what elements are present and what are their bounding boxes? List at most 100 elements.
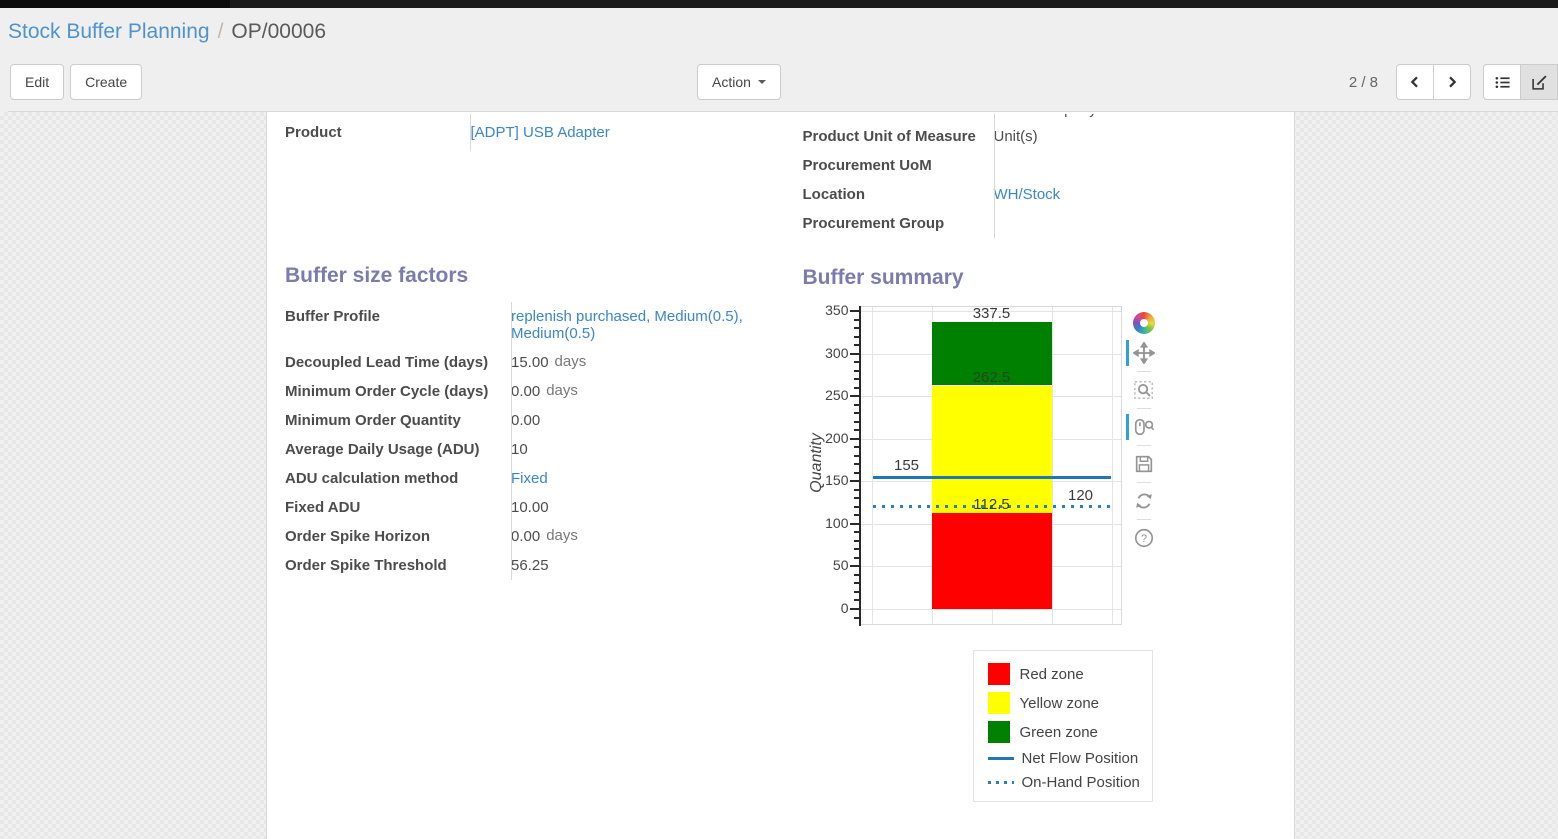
y-axis-tick [853, 471, 859, 474]
reset-icon [1133, 490, 1155, 512]
y-axis-tick [853, 386, 859, 389]
active-tool-indicator [1125, 340, 1129, 366]
field-value-text: 15.00 [511, 354, 549, 371]
left-field-group: Product [ADPT] USB Adapter [285, 114, 781, 238]
y-axis-tick [853, 318, 859, 321]
field-value-link[interactable]: replenish purchased, Medium(0.5), Medium… [511, 308, 743, 342]
legend-label: Red zone [1019, 665, 1084, 683]
legend-item: Green zone [987, 721, 1142, 743]
y-axis-tick [849, 522, 859, 525]
field-value-text: 56.25 [511, 557, 549, 574]
field-value: WH/Stock [994, 180, 1277, 209]
bokeh-logo [1132, 312, 1155, 334]
field-label: Location [802, 186, 866, 203]
y-axis-tick [853, 327, 859, 330]
buffer-summary-column: Buffer summary 0 50 100 150 200 250 300 350 Quan… [781, 238, 1277, 802]
buffer-factors-column: Buffer size factors Buffer Profile replen… [285, 238, 781, 802]
zone-green [931, 321, 1052, 386]
y-axis-title: Quantity [807, 433, 825, 493]
y-axis-tick [853, 497, 859, 500]
top-navbar-segment [0, 0, 230, 8]
button-bar: Edit Create Action 2 / 8 [8, 54, 1558, 112]
legend-item: Yellow zone [987, 692, 1142, 714]
box-zoom-tool-button[interactable] [1128, 377, 1160, 403]
field-label: Average Daily Usage (ADU) [285, 441, 480, 458]
list-view-button[interactable] [1483, 64, 1521, 100]
field-label: Order Spike Threshold [285, 557, 447, 574]
on-hand-position-line [872, 505, 1111, 509]
breadcrumb-parent-link[interactable]: Stock Buffer Planning [8, 20, 210, 43]
chevron-down-icon [757, 80, 766, 84]
box-zoom-icon [1133, 379, 1155, 401]
bottom-grid: Buffer size factors Buffer Profile replen… [285, 238, 1276, 802]
y-axis-tick [853, 514, 859, 517]
field-row: Location WH/Stock [803, 180, 1277, 209]
edit-button[interactable]: Edit [10, 64, 65, 100]
save-tool-button[interactable] [1128, 451, 1160, 477]
form-sheet: Product [ADPT] USB Adapter Company Produ… [266, 112, 1295, 839]
field-row: Order Spike Horizon 0.00 days [285, 522, 781, 551]
y-tick-label: 0 [840, 600, 849, 616]
field-row: Decoupled Lead Time (days) 15.00 days [285, 348, 781, 377]
field-value-link[interactable]: WH/Stock [993, 186, 1061, 203]
field-value: Fixed [511, 464, 781, 493]
net-flow-position-line [872, 475, 1111, 479]
create-button[interactable]: Create [70, 64, 143, 100]
plot-frame [858, 624, 1122, 625]
legend-swatch-yellow [987, 692, 1010, 714]
pager-next-button[interactable] [1433, 64, 1471, 100]
reset-tool-button[interactable] [1128, 488, 1160, 514]
field-row-product: Product [ADPT] USB Adapter [285, 114, 781, 151]
help-tool-button[interactable]: ? [1128, 525, 1160, 551]
field-label: ADU calculation method [285, 470, 459, 487]
field-label: Minimum Order Quantity [285, 412, 461, 429]
field-label: Procurement Group [802, 215, 945, 232]
bokeh-logo-icon[interactable] [1128, 310, 1160, 336]
field-value: 0.00 days [511, 522, 781, 551]
y-tick-label: 50 [832, 557, 849, 574]
form-view-button[interactable] [1520, 64, 1558, 100]
wheel-zoom-icon [1133, 416, 1155, 438]
breadcrumb-current: OP/00006 [231, 20, 326, 43]
field-unit: days [546, 527, 578, 544]
y-axis-tick [853, 420, 859, 423]
pager-previous-button[interactable] [1396, 64, 1434, 100]
field-value-text: Unit(s) [993, 128, 1038, 145]
y-axis-tick [853, 531, 859, 534]
action-dropdown-button[interactable]: Action [697, 64, 781, 100]
pan-tool-button[interactable] [1125, 340, 1160, 366]
y-tick-label: 300 [825, 344, 849, 361]
pager: 2 / 8 [1349, 64, 1558, 100]
field-row: Procurement Group [803, 209, 1277, 238]
y-axis-tick [853, 463, 859, 466]
y-axis-tick [853, 548, 859, 551]
chart-legend: Red zone Yellow zone Green zone Net Flow Po… [972, 650, 1153, 802]
chevron-left-icon [1410, 76, 1418, 88]
y-axis-tick [853, 403, 859, 406]
field-row: Product Unit of Measure Unit(s) [803, 122, 1277, 151]
y-tick-label: 350 [825, 302, 849, 318]
zone-boundary-label: 262.5 [972, 368, 1011, 386]
y-axis-tick [853, 429, 859, 432]
y-axis-tick [849, 310, 859, 312]
field-value: Unit(s) [994, 122, 1277, 151]
legend-line-swatch [987, 757, 1014, 760]
y-axis-tick [849, 437, 859, 440]
product-value-link[interactable]: [ADPT] USB Adapter [470, 124, 610, 141]
field-value: replenish purchased, Medium(0.5), Medium… [511, 302, 781, 348]
chart-toolbar: ? [1125, 308, 1160, 553]
field-value [994, 209, 1277, 238]
legend-label: Yellow zone [1019, 694, 1100, 712]
toolbar-separator [1136, 408, 1151, 409]
svg-text:?: ? [1140, 533, 1146, 545]
field-label: Fixed ADU [285, 499, 361, 516]
field-unit: days [546, 382, 578, 399]
gridline-h [858, 311, 1121, 312]
y-axis-tick [853, 454, 859, 457]
chevron-right-icon [1449, 76, 1457, 88]
field-value [994, 151, 1277, 180]
wheel-zoom-tool-button[interactable] [1125, 414, 1160, 440]
legend-label: Net Flow Position [1021, 750, 1139, 767]
field-value-link[interactable]: Fixed [511, 470, 548, 487]
y-axis-tick [853, 361, 859, 364]
